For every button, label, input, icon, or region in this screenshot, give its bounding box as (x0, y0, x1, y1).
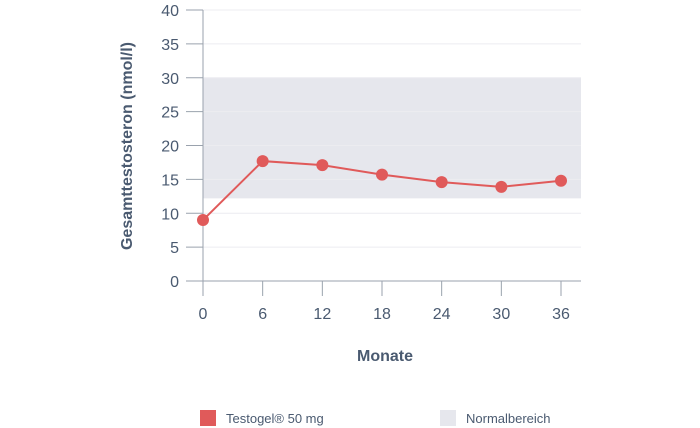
y-tick-label: 25 (161, 105, 179, 122)
x-tick-label: 0 (199, 306, 208, 323)
y-tick-label: 5 (170, 240, 179, 257)
data-point (555, 174, 567, 187)
legend-swatch-normal-range (440, 410, 456, 426)
data-point (256, 155, 269, 168)
gridlines (186, 9, 581, 282)
x-tick-labels: 0 6 12 18 24 30 36 (199, 306, 570, 323)
legend: Testogel® 50 mg Normalbereich (200, 410, 551, 426)
y-tick-label: 35 (161, 37, 179, 54)
data-point (197, 214, 209, 227)
x-tick-label: 24 (433, 306, 451, 323)
data-point (435, 176, 448, 189)
x-tick-label: 6 (258, 306, 267, 323)
y-tick-label: 40 (161, 3, 179, 20)
data-point (316, 159, 329, 172)
legend-swatch-series (200, 410, 216, 426)
normal-range-band (203, 77, 581, 199)
y-tick-label: 0 (170, 274, 179, 291)
x-tick-label: 12 (313, 306, 331, 323)
x-tick-label: 30 (492, 306, 510, 323)
x-tick-label: 18 (373, 306, 391, 323)
data-point (376, 168, 388, 181)
y-tick-label: 20 (161, 139, 179, 156)
series-layer (197, 155, 567, 227)
legend-label-series: Testogel® 50 mg (226, 411, 324, 426)
y-tick-labels: 0 5 10 15 20 25 30 35 40 (161, 3, 179, 291)
data-point (495, 180, 508, 193)
normal-range-band-layer (203, 77, 581, 199)
y-tick-label: 30 (161, 71, 179, 88)
x-axis-title: Monate (357, 348, 413, 365)
y-tick-label: 15 (161, 172, 179, 189)
x-tick-label: 36 (552, 306, 570, 323)
y-axis-title: Gesamttestosteron (nmol/l) (119, 42, 136, 250)
y-tick-label: 10 (161, 206, 179, 223)
axes (202, 10, 581, 296)
legend-label-normal-range: Normalbereich (466, 411, 551, 426)
